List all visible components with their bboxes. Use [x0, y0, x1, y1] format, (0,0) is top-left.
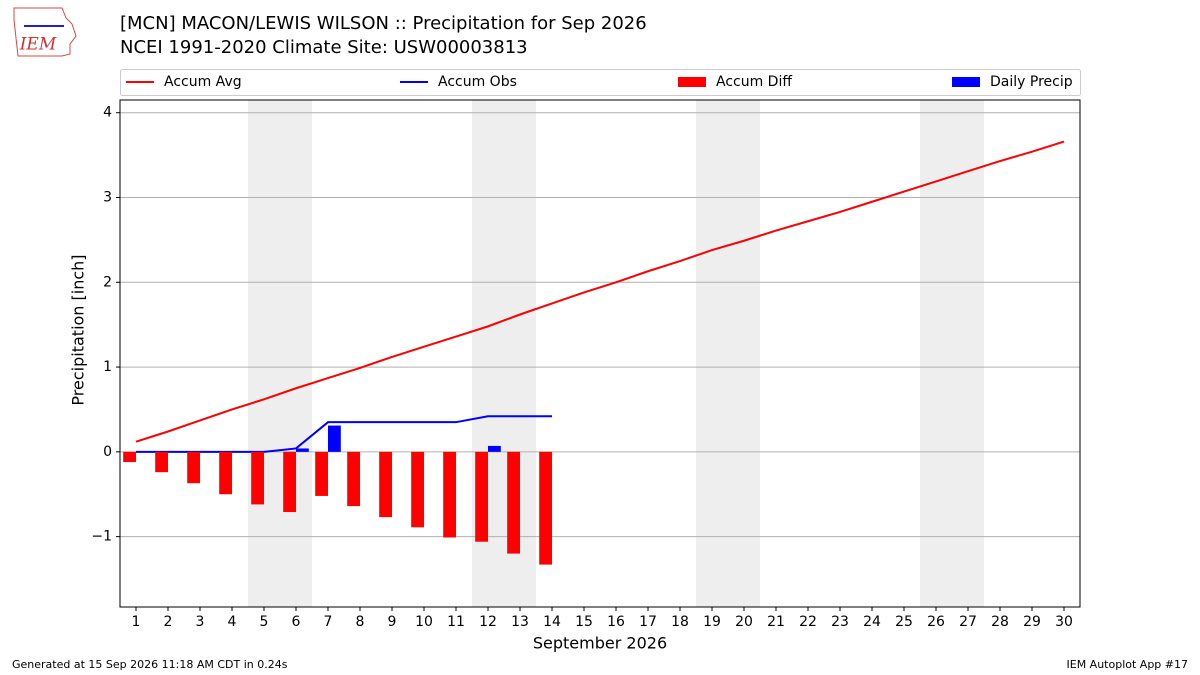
line	[135, 140, 1065, 443]
logo-outline	[13, 7, 77, 57]
x-tick-label: 1	[132, 614, 141, 630]
legend-box	[120, 69, 1081, 96]
x-tick-label: 26	[927, 614, 945, 630]
footer-left: Generated at 15 Sep 2026 11:18 AM CDT in…	[12, 658, 288, 671]
legend-label: Accum Avg	[164, 74, 242, 90]
chart-title: [MCN] MACON/LEWIS WILSON :: Precipitatio…	[120, 13, 647, 34]
legend-label: Daily Precip	[990, 74, 1073, 90]
x-tick-label: 29	[1023, 614, 1041, 630]
x-tick-label: 23	[831, 614, 849, 630]
line	[136, 415, 552, 453]
logo-text: IEM	[19, 35, 57, 55]
x-tick-label: 3	[196, 614, 205, 630]
legend-label: Accum Obs	[438, 74, 517, 90]
x-tick-label: 17	[639, 614, 657, 630]
legend-swatch	[952, 77, 980, 87]
weekend-shade	[920, 100, 984, 607]
footer-right: IEM Autoplot App #17	[1067, 658, 1189, 671]
bar	[411, 451, 424, 528]
x-tick-label: 18	[671, 614, 689, 630]
x-tick-label: 6	[292, 614, 301, 630]
bar	[296, 448, 309, 452]
y-tick-label: 3	[103, 190, 112, 206]
plot-frame	[119, 99, 1081, 608]
bar	[283, 451, 296, 513]
bar	[315, 451, 328, 496]
x-tick-label: 27	[959, 614, 977, 630]
bar	[123, 451, 136, 463]
x-tick-label: 10	[415, 614, 433, 630]
bar	[475, 451, 488, 542]
x-tick-label: 4	[228, 614, 237, 630]
bar	[507, 451, 520, 554]
y-tick-label: 4	[103, 105, 112, 121]
x-tick-label: 9	[388, 614, 397, 630]
bar	[187, 451, 200, 484]
logo: IEM	[13, 7, 77, 57]
bar	[443, 451, 456, 538]
x-tick-label: 8	[356, 614, 365, 630]
chart-subtitle: NCEI 1991-2020 Climate Site: USW00003813	[120, 37, 528, 58]
x-tick-label: 21	[767, 614, 785, 630]
bar	[219, 451, 232, 495]
bar	[251, 451, 264, 505]
y-tick-label: 1	[103, 359, 112, 375]
x-tick-label: 20	[735, 614, 753, 630]
x-tick-label: 2	[164, 614, 173, 630]
x-axis-label: September 2026	[533, 634, 667, 653]
x-tick-label: 5	[260, 614, 269, 630]
x-tick-label: 14	[543, 614, 561, 630]
x-tick-label: 28	[991, 614, 1009, 630]
x-tick-label: 7	[324, 614, 333, 630]
weekend-shade	[696, 100, 760, 607]
x-tick-label: 13	[511, 614, 529, 630]
bar	[379, 451, 392, 518]
x-tick-label: 19	[703, 614, 721, 630]
x-tick-label: 12	[479, 614, 497, 630]
bar	[539, 451, 552, 565]
bar	[155, 451, 168, 473]
bar	[488, 445, 501, 452]
bar	[328, 425, 341, 452]
weekend-shade	[248, 100, 312, 607]
legend-label: Accum Diff	[716, 74, 792, 90]
x-tick-label: 24	[863, 614, 881, 630]
x-tick-label: 30	[1055, 614, 1073, 630]
y-tick-label: 2	[103, 274, 112, 290]
x-tick-label: 22	[799, 614, 817, 630]
y-tick-label: −1	[91, 529, 112, 545]
legend-swatch	[678, 77, 706, 87]
x-tick-label: 11	[447, 614, 465, 630]
y-axis-label: Precipitation [inch]	[69, 254, 88, 405]
x-tick-label: 25	[895, 614, 913, 630]
x-tick-label: 16	[607, 614, 625, 630]
bar	[347, 451, 360, 507]
x-tick-label: 15	[575, 614, 593, 630]
y-tick-label: 0	[103, 444, 112, 460]
